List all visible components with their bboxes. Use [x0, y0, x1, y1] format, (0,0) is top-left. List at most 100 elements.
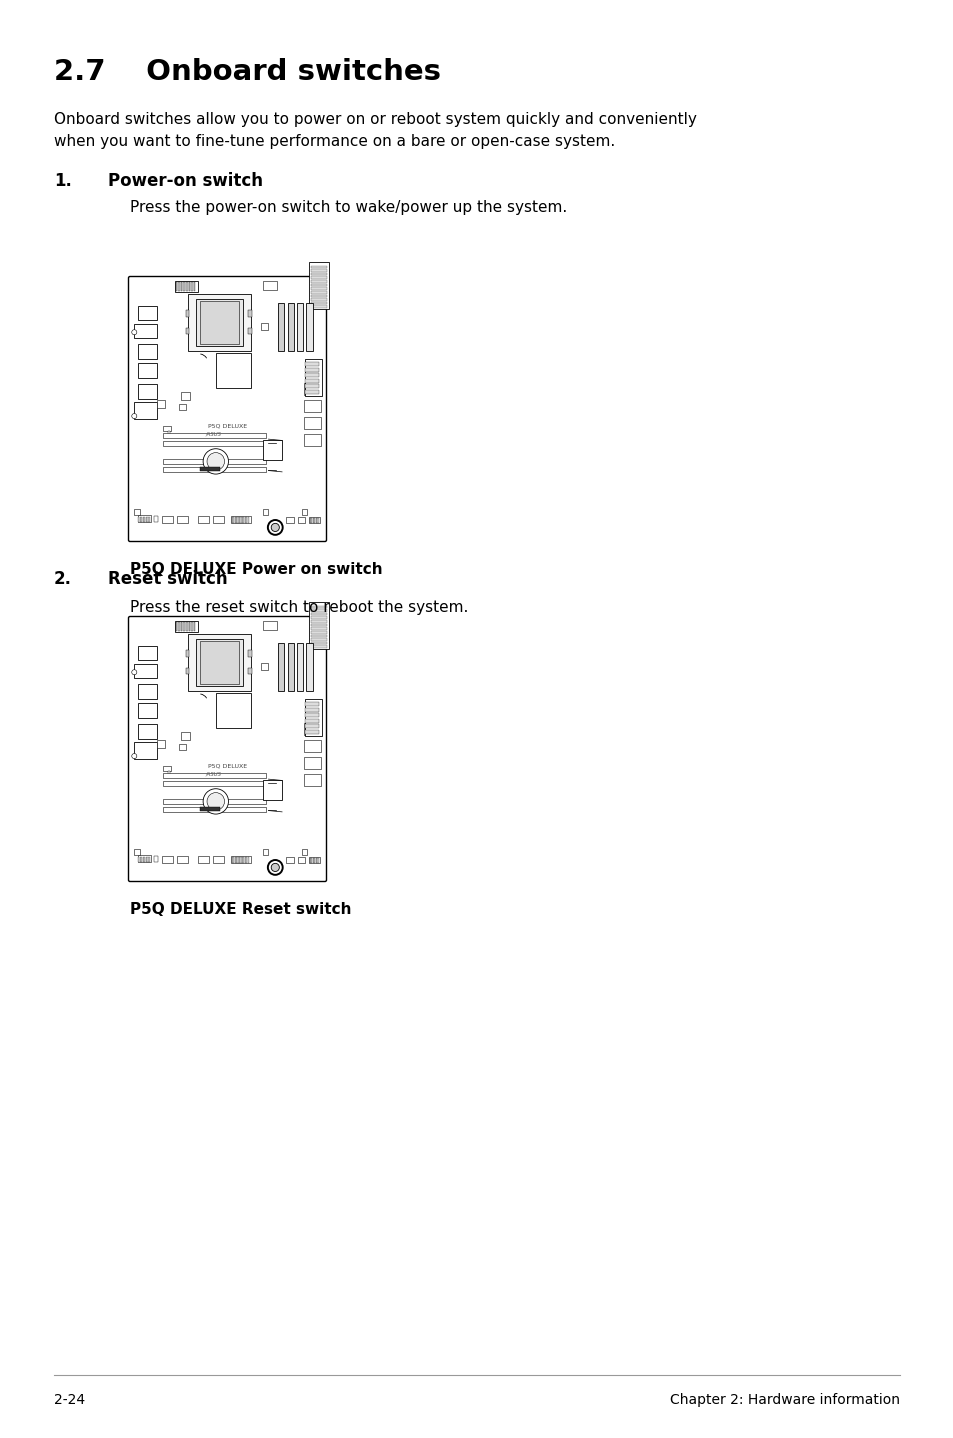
Bar [309, 516, 320, 523]
Bar [297, 516, 305, 523]
Bar [309, 603, 329, 650]
Bar [213, 856, 223, 863]
Bar [133, 742, 157, 759]
Bar [303, 383, 321, 394]
Bar [138, 516, 139, 522]
Bar [305, 368, 319, 372]
Bar [141, 857, 142, 861]
FancyBboxPatch shape [129, 617, 326, 881]
Bar [137, 515, 152, 522]
Bar [246, 857, 247, 863]
Bar [248, 857, 249, 863]
Bar [186, 282, 188, 292]
Bar [186, 621, 188, 631]
Bar [311, 617, 327, 618]
Bar [317, 858, 318, 863]
Circle shape [203, 788, 228, 814]
Bar [296, 643, 303, 692]
Circle shape [203, 449, 228, 475]
Bar [147, 857, 149, 861]
Bar [240, 518, 241, 523]
Bar [137, 305, 157, 319]
Text: Press the power-on switch to wake/power up the system.: Press the power-on switch to wake/power … [130, 200, 567, 216]
Bar [305, 702, 319, 706]
Bar [178, 743, 186, 751]
Bar [196, 638, 243, 686]
Bar [163, 781, 266, 785]
Bar [311, 288, 327, 290]
Bar [305, 731, 319, 733]
Bar [238, 857, 240, 863]
Bar [163, 774, 266, 778]
Bar [315, 518, 316, 523]
Circle shape [207, 792, 224, 810]
Bar [237, 518, 238, 523]
Bar [133, 403, 157, 420]
Bar [189, 621, 190, 631]
Bar [234, 857, 235, 863]
Bar [133, 664, 157, 679]
Bar [139, 516, 141, 522]
Bar [303, 400, 321, 411]
Bar [287, 643, 294, 692]
Bar [262, 850, 268, 856]
Bar [305, 725, 319, 728]
Bar [186, 328, 190, 334]
Bar [186, 667, 190, 674]
Bar [260, 663, 268, 670]
Bar [304, 699, 322, 736]
Bar [163, 426, 171, 431]
Bar [311, 290, 327, 293]
Bar [262, 781, 282, 800]
Bar [311, 610, 327, 611]
Bar [163, 467, 266, 472]
Text: Power-on switch: Power-on switch [108, 173, 263, 190]
Bar [180, 732, 191, 739]
Bar [178, 282, 179, 292]
Bar [186, 650, 190, 657]
Bar [181, 621, 182, 631]
Bar [137, 683, 157, 699]
Bar [306, 303, 313, 351]
Bar [241, 857, 243, 863]
Bar [311, 646, 327, 649]
Bar [233, 518, 234, 523]
Bar [309, 262, 329, 309]
Bar [262, 509, 268, 515]
Bar [286, 516, 294, 523]
Bar [305, 713, 319, 718]
Bar [175, 621, 177, 631]
Bar [163, 765, 171, 771]
Bar [311, 269, 327, 272]
Bar [311, 280, 327, 283]
Bar [149, 857, 150, 861]
Bar [191, 282, 193, 292]
Bar [154, 516, 158, 522]
Bar [196, 299, 243, 347]
Bar [146, 857, 147, 861]
Bar [198, 516, 209, 523]
Bar [306, 643, 313, 692]
Bar [297, 857, 305, 863]
Circle shape [271, 523, 279, 532]
Bar [149, 516, 150, 522]
Bar [303, 774, 321, 785]
Bar [176, 516, 188, 523]
Bar [245, 518, 246, 523]
Bar [303, 739, 321, 752]
Text: P5Q DELUXE: P5Q DELUXE [208, 424, 247, 429]
Text: 2-24: 2-24 [54, 1393, 85, 1406]
Bar [303, 417, 321, 429]
Text: P5Q DELUXE Reset switch: P5Q DELUXE Reset switch [130, 902, 351, 917]
Bar [143, 857, 144, 861]
Circle shape [268, 521, 282, 535]
Circle shape [132, 754, 136, 759]
Bar [137, 646, 157, 660]
Bar [311, 273, 327, 275]
Bar [174, 621, 198, 633]
Bar [146, 516, 147, 522]
Bar [147, 516, 149, 522]
Bar [215, 693, 251, 728]
Bar [232, 857, 233, 863]
Bar [183, 282, 185, 292]
